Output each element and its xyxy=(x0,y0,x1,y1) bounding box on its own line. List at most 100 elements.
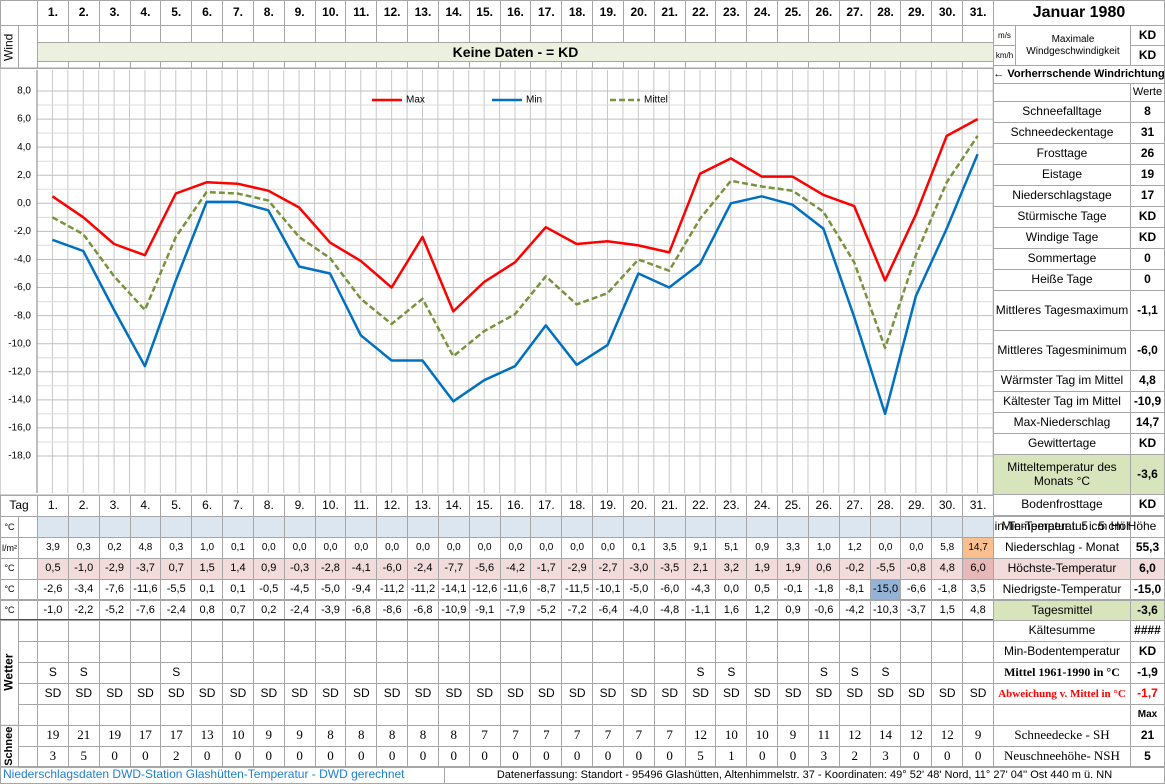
data-cell xyxy=(376,515,409,538)
weather-cell: SD xyxy=(437,683,470,705)
day-header: 1. xyxy=(37,495,69,517)
wind-cell xyxy=(67,25,100,43)
stat-value: -6,0 xyxy=(1130,330,1165,371)
data-cell: -4,2 xyxy=(838,599,871,622)
day-header: 31. xyxy=(962,495,994,517)
wind-cell xyxy=(715,61,748,69)
weather-cell xyxy=(160,641,193,664)
weather-cell xyxy=(499,704,532,726)
wind-cell xyxy=(376,61,409,69)
row-label: Min-Temperatur i. 5 cm Höhe xyxy=(993,515,1165,538)
row-spacer xyxy=(18,536,38,559)
wind-direction: ← Vorherrschende Windrichtung xyxy=(993,65,1165,84)
corner xyxy=(0,0,38,26)
snow-cell: 10 xyxy=(715,724,748,747)
snow-cell: 0 xyxy=(252,745,285,768)
weather-cell xyxy=(869,704,902,726)
weather-cell: SD xyxy=(376,683,409,705)
row-spacer xyxy=(18,662,38,685)
weather-cell xyxy=(746,620,779,643)
weather-cell xyxy=(67,641,100,664)
data-cell: -1,8 xyxy=(931,578,964,601)
weather-cell xyxy=(622,620,655,643)
weather-cell xyxy=(407,662,439,685)
data-cell xyxy=(129,515,162,538)
data-cell: 0,5 xyxy=(746,578,779,601)
stat-label: Niederschlagstage xyxy=(993,185,1131,207)
snow-cell: 0 xyxy=(283,745,316,768)
stat-label: Max-Niederschlag xyxy=(993,412,1131,434)
weather-cell xyxy=(962,620,994,643)
snow-cell: 8 xyxy=(376,724,409,747)
weather-cell xyxy=(592,704,624,726)
weather-cell xyxy=(345,662,378,685)
data-cell: -3,4 xyxy=(67,578,100,601)
y-tick-label: 4,0 xyxy=(17,142,31,153)
data-cell: 1,2 xyxy=(746,599,779,622)
snow-cell: 8 xyxy=(314,724,347,747)
stat-value: -10,9 xyxy=(1130,391,1165,413)
weather-cell: SD xyxy=(191,683,224,705)
data-cell: 4,8 xyxy=(129,536,162,559)
data-cell xyxy=(37,515,69,538)
weather-cell xyxy=(129,704,162,726)
wind-cell xyxy=(684,61,717,69)
weather-cell: S xyxy=(160,662,193,685)
weather-cell xyxy=(653,704,686,726)
data-cell: 3,2 xyxy=(715,557,748,580)
weather-cell: SD xyxy=(37,683,69,705)
row-label: Abweichung v. Mittel in °C xyxy=(993,683,1131,705)
snow-cell: 11 xyxy=(807,724,840,747)
data-cell: -11,2 xyxy=(407,578,439,601)
day-header: 21. xyxy=(653,495,686,517)
weather-cell xyxy=(376,620,409,643)
data-cell: 0,3 xyxy=(67,536,100,559)
day-header: 6. xyxy=(191,495,224,517)
weather-cell: S xyxy=(807,662,840,685)
data-cell xyxy=(499,515,532,538)
weather-cell: SD xyxy=(530,683,563,705)
data-cell: 0,0 xyxy=(437,536,470,559)
weather-cell: SD xyxy=(622,683,655,705)
data-cell: -6,6 xyxy=(900,578,933,601)
day-header: 29. xyxy=(900,495,933,517)
wind-cell xyxy=(314,25,347,43)
snow-cell: 7 xyxy=(592,724,624,747)
weather-cell xyxy=(592,641,624,664)
weather-cell xyxy=(314,704,347,726)
footer-left: Niederschlagsdaten DWD-Station Glashütte… xyxy=(0,766,445,784)
y-tick-label: -10,0 xyxy=(8,338,31,349)
weather-cell xyxy=(37,620,69,643)
data-cell: 1,9 xyxy=(777,557,809,580)
stat-label: Kältester Tag im Mittel xyxy=(993,391,1131,413)
weather-cell: SD xyxy=(468,683,501,705)
data-cell: -2,9 xyxy=(98,557,131,580)
data-cell: -5,2 xyxy=(530,599,563,622)
weather-cell xyxy=(561,620,594,643)
snow-cell: 7 xyxy=(561,724,594,747)
snow-cell: 7 xyxy=(499,724,532,747)
wind-caption: Maximale Windgeschwindigkeit xyxy=(1015,25,1131,66)
snow-cell: 3 xyxy=(37,745,69,768)
day-header: 27. xyxy=(838,495,871,517)
wind-cell xyxy=(283,61,316,69)
data-cell: -7,6 xyxy=(129,599,162,622)
day-header: 26. xyxy=(807,0,840,26)
day-header: 12. xyxy=(376,495,409,517)
wind-cell xyxy=(622,25,655,43)
weather-cell xyxy=(622,662,655,685)
data-cell xyxy=(407,515,439,538)
day-header: 11. xyxy=(345,495,378,517)
y-tick-label: 2,0 xyxy=(17,170,31,181)
stat-label: Mittleres Tagesminimum xyxy=(993,330,1131,371)
data-cell: -10,9 xyxy=(437,599,470,622)
snow-cell: 13 xyxy=(191,724,224,747)
row-spacer xyxy=(0,620,19,726)
weather-cell xyxy=(98,662,131,685)
row-spacer xyxy=(18,578,38,601)
snow-cell: 12 xyxy=(838,724,871,747)
snow-cell: 0 xyxy=(191,745,224,768)
row-label: Mittel 1961-1990 in °C xyxy=(993,662,1131,685)
data-cell: -5,6 xyxy=(468,557,501,580)
row-unit: °C xyxy=(0,557,19,580)
